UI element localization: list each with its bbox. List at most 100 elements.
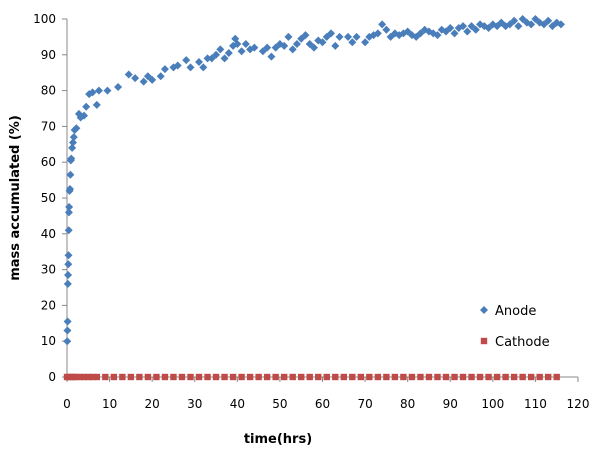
cathode-point [229, 373, 237, 381]
anode-point [420, 25, 429, 34]
cathode-point [298, 373, 305, 381]
cathode-point [93, 373, 101, 381]
cathode-point [459, 373, 467, 381]
cathode-point [502, 373, 509, 381]
cathode-point [425, 373, 433, 381]
x-tick-label: 10 [102, 397, 117, 411]
legend-label: Cathode [495, 335, 550, 350]
anode-point [195, 57, 204, 66]
cathode-point [383, 373, 390, 381]
series-layer [63, 15, 565, 381]
cathode-point [442, 373, 450, 381]
anode-point [65, 185, 74, 194]
anode-point [224, 49, 233, 58]
y-tick-label: 20 [41, 298, 56, 312]
cathode-point [408, 373, 416, 381]
cathode-point [340, 373, 347, 381]
anode-point [68, 138, 77, 147]
cathode-point [451, 373, 458, 381]
y-tick-label: 90 [41, 48, 56, 62]
anode-point [182, 56, 191, 65]
y-tick-label: 10 [41, 334, 56, 348]
anode-point [139, 77, 148, 86]
anode-point [241, 40, 250, 49]
legend-marker-cathode [480, 337, 488, 345]
anode-point [348, 38, 357, 47]
x-tick-label: 50 [272, 397, 287, 411]
anode-point [437, 25, 446, 34]
anode-point [514, 22, 523, 31]
cathode-point [374, 373, 382, 381]
cathode-point [195, 373, 203, 381]
cathode-point [255, 373, 262, 381]
anode-point [203, 54, 212, 63]
cathode-point [85, 373, 92, 381]
anode-point [373, 29, 382, 38]
anode-point [212, 50, 221, 59]
anode-point [173, 61, 182, 70]
x-axis-title: time(hrs) [244, 432, 312, 447]
anode-point [335, 32, 344, 41]
x-tick-label: 80 [400, 397, 415, 411]
anode-point [199, 63, 208, 72]
cathode-point [485, 373, 492, 381]
anode-point [148, 75, 157, 84]
anode-point [216, 45, 225, 54]
anode-point [131, 74, 140, 83]
y-tick-label: 0 [48, 370, 56, 384]
legend-marker-anode [480, 306, 488, 314]
x-tick-label: 0 [63, 397, 71, 411]
cathode-point [153, 373, 160, 381]
cathode-point [306, 373, 313, 381]
cathode-point [221, 373, 228, 381]
y-ticks: 0 10 20 30 40 50 60 70 80 90 100 [33, 12, 67, 384]
anode-point [63, 317, 72, 326]
anode-point [80, 111, 89, 120]
anode-point [64, 208, 73, 217]
x-tick-label: 70 [357, 397, 372, 411]
x-tick-label: 60 [315, 397, 330, 411]
anode-point [309, 43, 318, 52]
x-tick-label: 40 [230, 397, 245, 411]
cathode-point [315, 373, 322, 381]
anode-point [556, 20, 565, 29]
cathode-point [357, 373, 365, 381]
anode-point [186, 63, 195, 72]
cathode-point [349, 373, 356, 381]
x-tick-label: 30 [187, 397, 202, 411]
legend-item-cathode: Cathode [480, 335, 550, 350]
anode-point [65, 202, 74, 211]
cathode-point [80, 373, 88, 381]
anode-point [64, 260, 73, 269]
cathode-point [527, 373, 535, 381]
anode-point [82, 102, 91, 111]
anode-point [220, 54, 229, 63]
anode-point [510, 16, 519, 25]
anode-point [361, 38, 370, 47]
anode-point [527, 20, 536, 29]
anode-point [450, 29, 459, 38]
anode-point [114, 83, 123, 92]
cathode-point [76, 373, 83, 381]
anode-point [103, 86, 112, 95]
cathode-point [493, 373, 501, 381]
anode-point [69, 133, 78, 142]
anode-point [160, 65, 169, 74]
cathode-point [536, 373, 543, 381]
cathode-point [72, 373, 79, 381]
anode-point [237, 47, 246, 56]
cathode-point [289, 373, 296, 381]
anode-point [331, 41, 340, 50]
anode-point [63, 337, 72, 346]
series-cathode [63, 373, 560, 381]
cathode-point [187, 373, 194, 381]
cathode-point [280, 373, 288, 381]
cathode-point [417, 373, 424, 381]
anode-point [288, 45, 297, 54]
anode-point [378, 20, 387, 29]
anode-point [284, 32, 293, 41]
legend-label: Anode [495, 304, 536, 319]
anode-point [382, 25, 391, 34]
cathode-point [553, 373, 560, 381]
